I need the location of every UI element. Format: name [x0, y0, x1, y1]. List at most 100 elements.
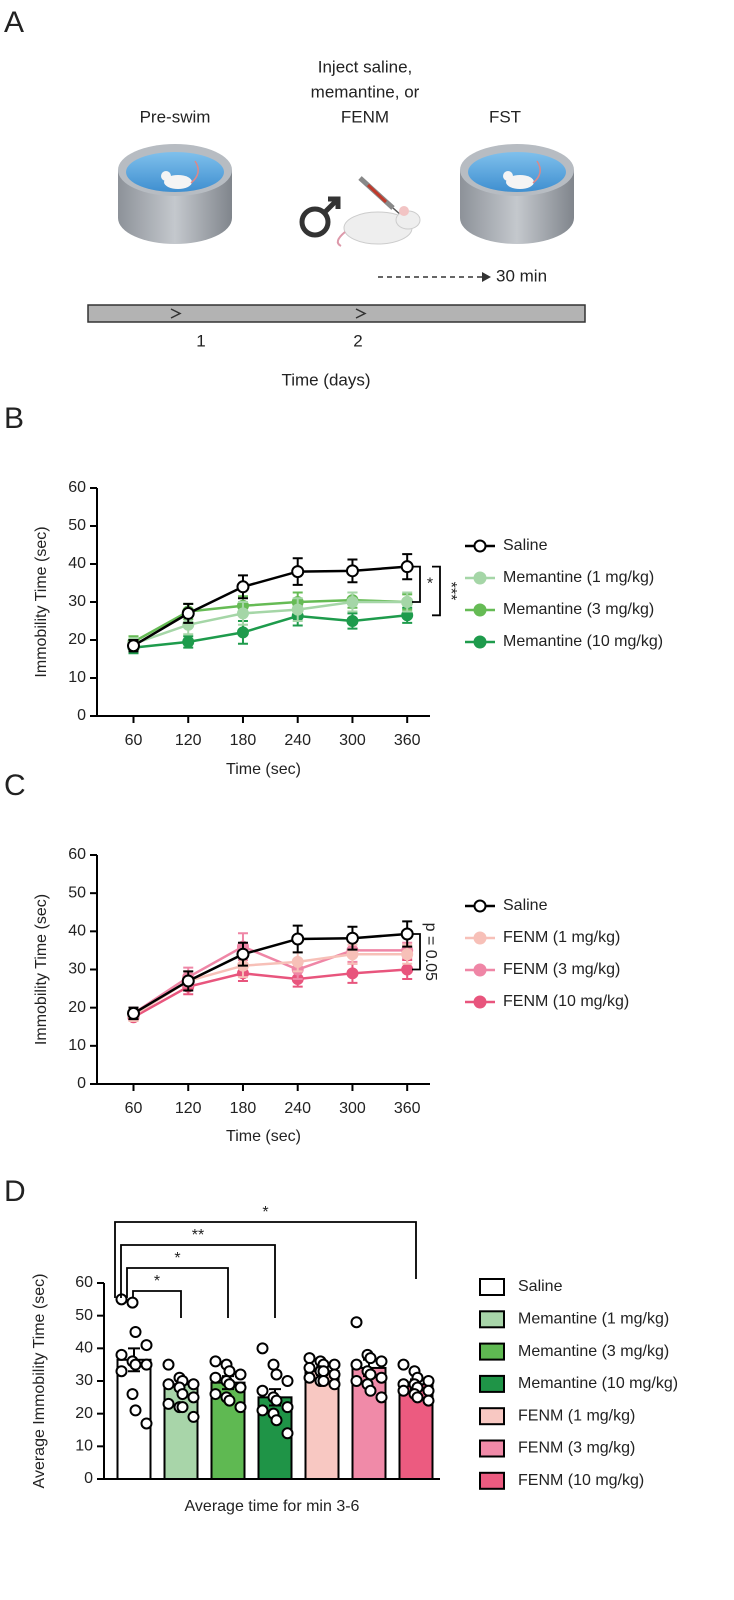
- data-point: [291, 603, 304, 616]
- data-point: [187, 1391, 200, 1404]
- legend-label: Memantine (10 mg/kg): [518, 1375, 678, 1392]
- data-point: [209, 1355, 222, 1368]
- y-axis-label: Immobility Time (sec): [33, 526, 50, 677]
- significance-label: *: [427, 576, 433, 593]
- legend-label: Saline: [503, 897, 548, 914]
- panel-label: B: [4, 402, 24, 435]
- data-point: [422, 1394, 435, 1407]
- mouse-icon: [336, 206, 421, 247]
- y-tick-label: 30: [68, 593, 86, 610]
- x-tick-label: 120: [175, 732, 202, 749]
- data-point: [140, 1339, 153, 1352]
- y-tick-label: 60: [68, 479, 86, 496]
- timeline-chevrons: [170, 308, 367, 319]
- legend-label: Memantine (1 mg/kg): [518, 1311, 669, 1328]
- y-tick-label: 0: [77, 1075, 86, 1092]
- data-point: [209, 1371, 222, 1384]
- data-point: [397, 1384, 410, 1397]
- legend-label: FENM (3 mg/kg): [518, 1440, 635, 1457]
- data-point: [256, 1384, 269, 1397]
- legend-swatch: [479, 1342, 505, 1361]
- data-point: [401, 948, 414, 961]
- legend-marker: [473, 603, 487, 617]
- data-point: [126, 1388, 139, 1401]
- y-tick-label: 0: [84, 1470, 93, 1487]
- legend-label: FENM (10 mg/kg): [518, 1472, 644, 1489]
- data-point: [411, 1391, 424, 1404]
- data-point: [303, 1371, 316, 1384]
- data-point: [400, 927, 414, 941]
- step-label: FENM: [341, 107, 389, 126]
- y-tick-label: 60: [68, 846, 86, 863]
- x-tick-label: 240: [284, 1100, 311, 1117]
- data-point: [375, 1371, 388, 1384]
- data-point: [129, 1326, 142, 1338]
- legend-swatch: [479, 1407, 505, 1426]
- x-tick-label: 360: [394, 1100, 421, 1117]
- data-point: [317, 1375, 330, 1387]
- data-point: [270, 1414, 283, 1427]
- y-tick-label: 50: [68, 884, 86, 901]
- series-line: [132, 598, 408, 643]
- data-point: [270, 1394, 283, 1407]
- y-tick-label: 10: [75, 1438, 93, 1455]
- legend-label: FENM (1 mg/kg): [518, 1407, 635, 1424]
- data-point: [422, 1375, 435, 1387]
- data-point: [209, 1388, 222, 1401]
- significance-label: *: [154, 1273, 160, 1290]
- legend-label: Saline: [503, 537, 548, 554]
- data-point: [223, 1378, 236, 1391]
- data-point: [328, 1358, 341, 1371]
- data-point: [140, 1417, 153, 1430]
- data-point: [126, 1006, 140, 1020]
- step-label: memantine, or: [311, 82, 420, 101]
- y-tick-label: 40: [75, 1340, 93, 1357]
- series-line: [132, 968, 408, 1019]
- x-tick-label: 60: [125, 732, 143, 749]
- y-tick-label: 40: [68, 555, 86, 572]
- legend-marker: [473, 899, 487, 913]
- data-point: [129, 1404, 142, 1417]
- data-point: [401, 963, 414, 976]
- y-tick-label: 10: [68, 669, 86, 686]
- significance-bracket: [432, 565, 441, 617]
- data-point: [291, 565, 305, 579]
- legend-marker: [473, 963, 487, 977]
- syringe-icon: [358, 176, 403, 217]
- data-point: [346, 596, 359, 608]
- significance-bracket: [412, 565, 421, 603]
- y-tick-label: 50: [68, 517, 86, 534]
- delay-label: 30 min: [496, 266, 547, 285]
- significance-bracket: [132, 1290, 182, 1318]
- legend-swatch: [479, 1439, 505, 1458]
- y-tick-label: 20: [75, 1405, 93, 1422]
- significance-label: *: [262, 1204, 268, 1221]
- data-point: [236, 626, 249, 639]
- significance-bracket: [126, 1267, 229, 1318]
- series-line: [133, 600, 408, 645]
- data-point: [350, 1375, 363, 1387]
- y-tick-label: 50: [75, 1307, 93, 1324]
- data-point: [162, 1378, 175, 1391]
- significance-bracket: [412, 933, 421, 971]
- data-point: [364, 1368, 377, 1381]
- legend-label: Memantine (3 mg/kg): [518, 1343, 669, 1360]
- timeline-tick: 1: [196, 331, 205, 350]
- series-line: [132, 932, 408, 1015]
- series-line: [132, 565, 408, 647]
- legend-swatch: [479, 1374, 505, 1393]
- data-point: [400, 560, 414, 574]
- x-tick-label: 60: [125, 1100, 143, 1117]
- data-point: [345, 931, 359, 945]
- data-point: [281, 1401, 294, 1414]
- data-point: [129, 1358, 142, 1371]
- significance-bracket: [120, 1244, 276, 1318]
- x-tick-label: 180: [230, 1100, 257, 1117]
- data-point: [346, 967, 359, 980]
- timeline-tick: 2: [353, 331, 362, 350]
- x-tick-label: 240: [284, 732, 311, 749]
- x-tick-label: 300: [339, 732, 366, 749]
- y-axis-label: Average Immobility Time (sec): [31, 1274, 48, 1489]
- data-point: [328, 1368, 341, 1381]
- data-point: [346, 948, 359, 961]
